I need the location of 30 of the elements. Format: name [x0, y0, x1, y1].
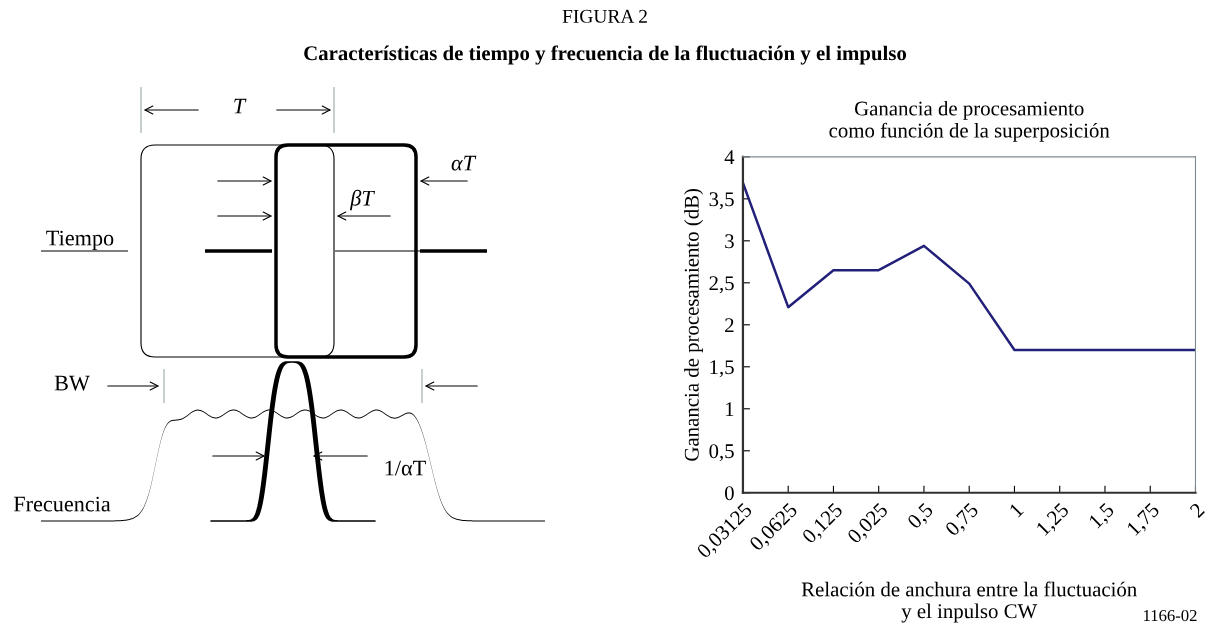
text: Características de tiempo y frecuencia de la fluctuación y el impulso: [304, 45, 907, 65]
y-tick-label: 3,5: [709, 192, 734, 210]
y-tick-label: 1,5: [710, 360, 734, 378]
text: βT: [349, 189, 376, 211]
x-tick-label: 0,5: [906, 502, 936, 532]
text: FIGURA 2: [562, 9, 647, 23]
chart-title: Ganancia de procesamiento como función de la superposición: [829, 100, 1110, 142]
y-tick-label: 0,5: [709, 444, 734, 462]
y-axis-title: Ganancia de procesamiento (dB): [684, 188, 704, 461]
text: BW: [54, 375, 90, 391]
x-tick-label: 1: [1008, 502, 1024, 518]
x-tick-label: 1,25: [1035, 502, 1072, 539]
y-tick-label: 2: [725, 318, 734, 333]
x-tick-label: 0,75: [944, 502, 982, 539]
text: 1166-02: [1144, 609, 1197, 622]
text: 1/αT: [385, 460, 426, 476]
y-tick-label: 0: [724, 486, 734, 501]
text: Tiempo: [46, 230, 114, 251]
text: αT: [451, 155, 477, 171]
text: Frecuencia: [13, 496, 111, 512]
y-tick-label: 3: [725, 234, 734, 249]
y-tick-label: 2,5: [709, 276, 734, 294]
x-axis-title: Relación de anchura entre la fluctuación y el inpulso CW: [801, 581, 1137, 623]
y-tick-label: 1: [726, 402, 734, 417]
x-tick-label: 1,75: [1126, 502, 1163, 539]
x-tick-label: 2: [1189, 502, 1205, 519]
y-tick-label: 4: [724, 150, 735, 165]
x-tick-label: 1,5: [1088, 502, 1117, 531]
text: T: [234, 98, 247, 114]
line-series: [742, 181, 1196, 352]
